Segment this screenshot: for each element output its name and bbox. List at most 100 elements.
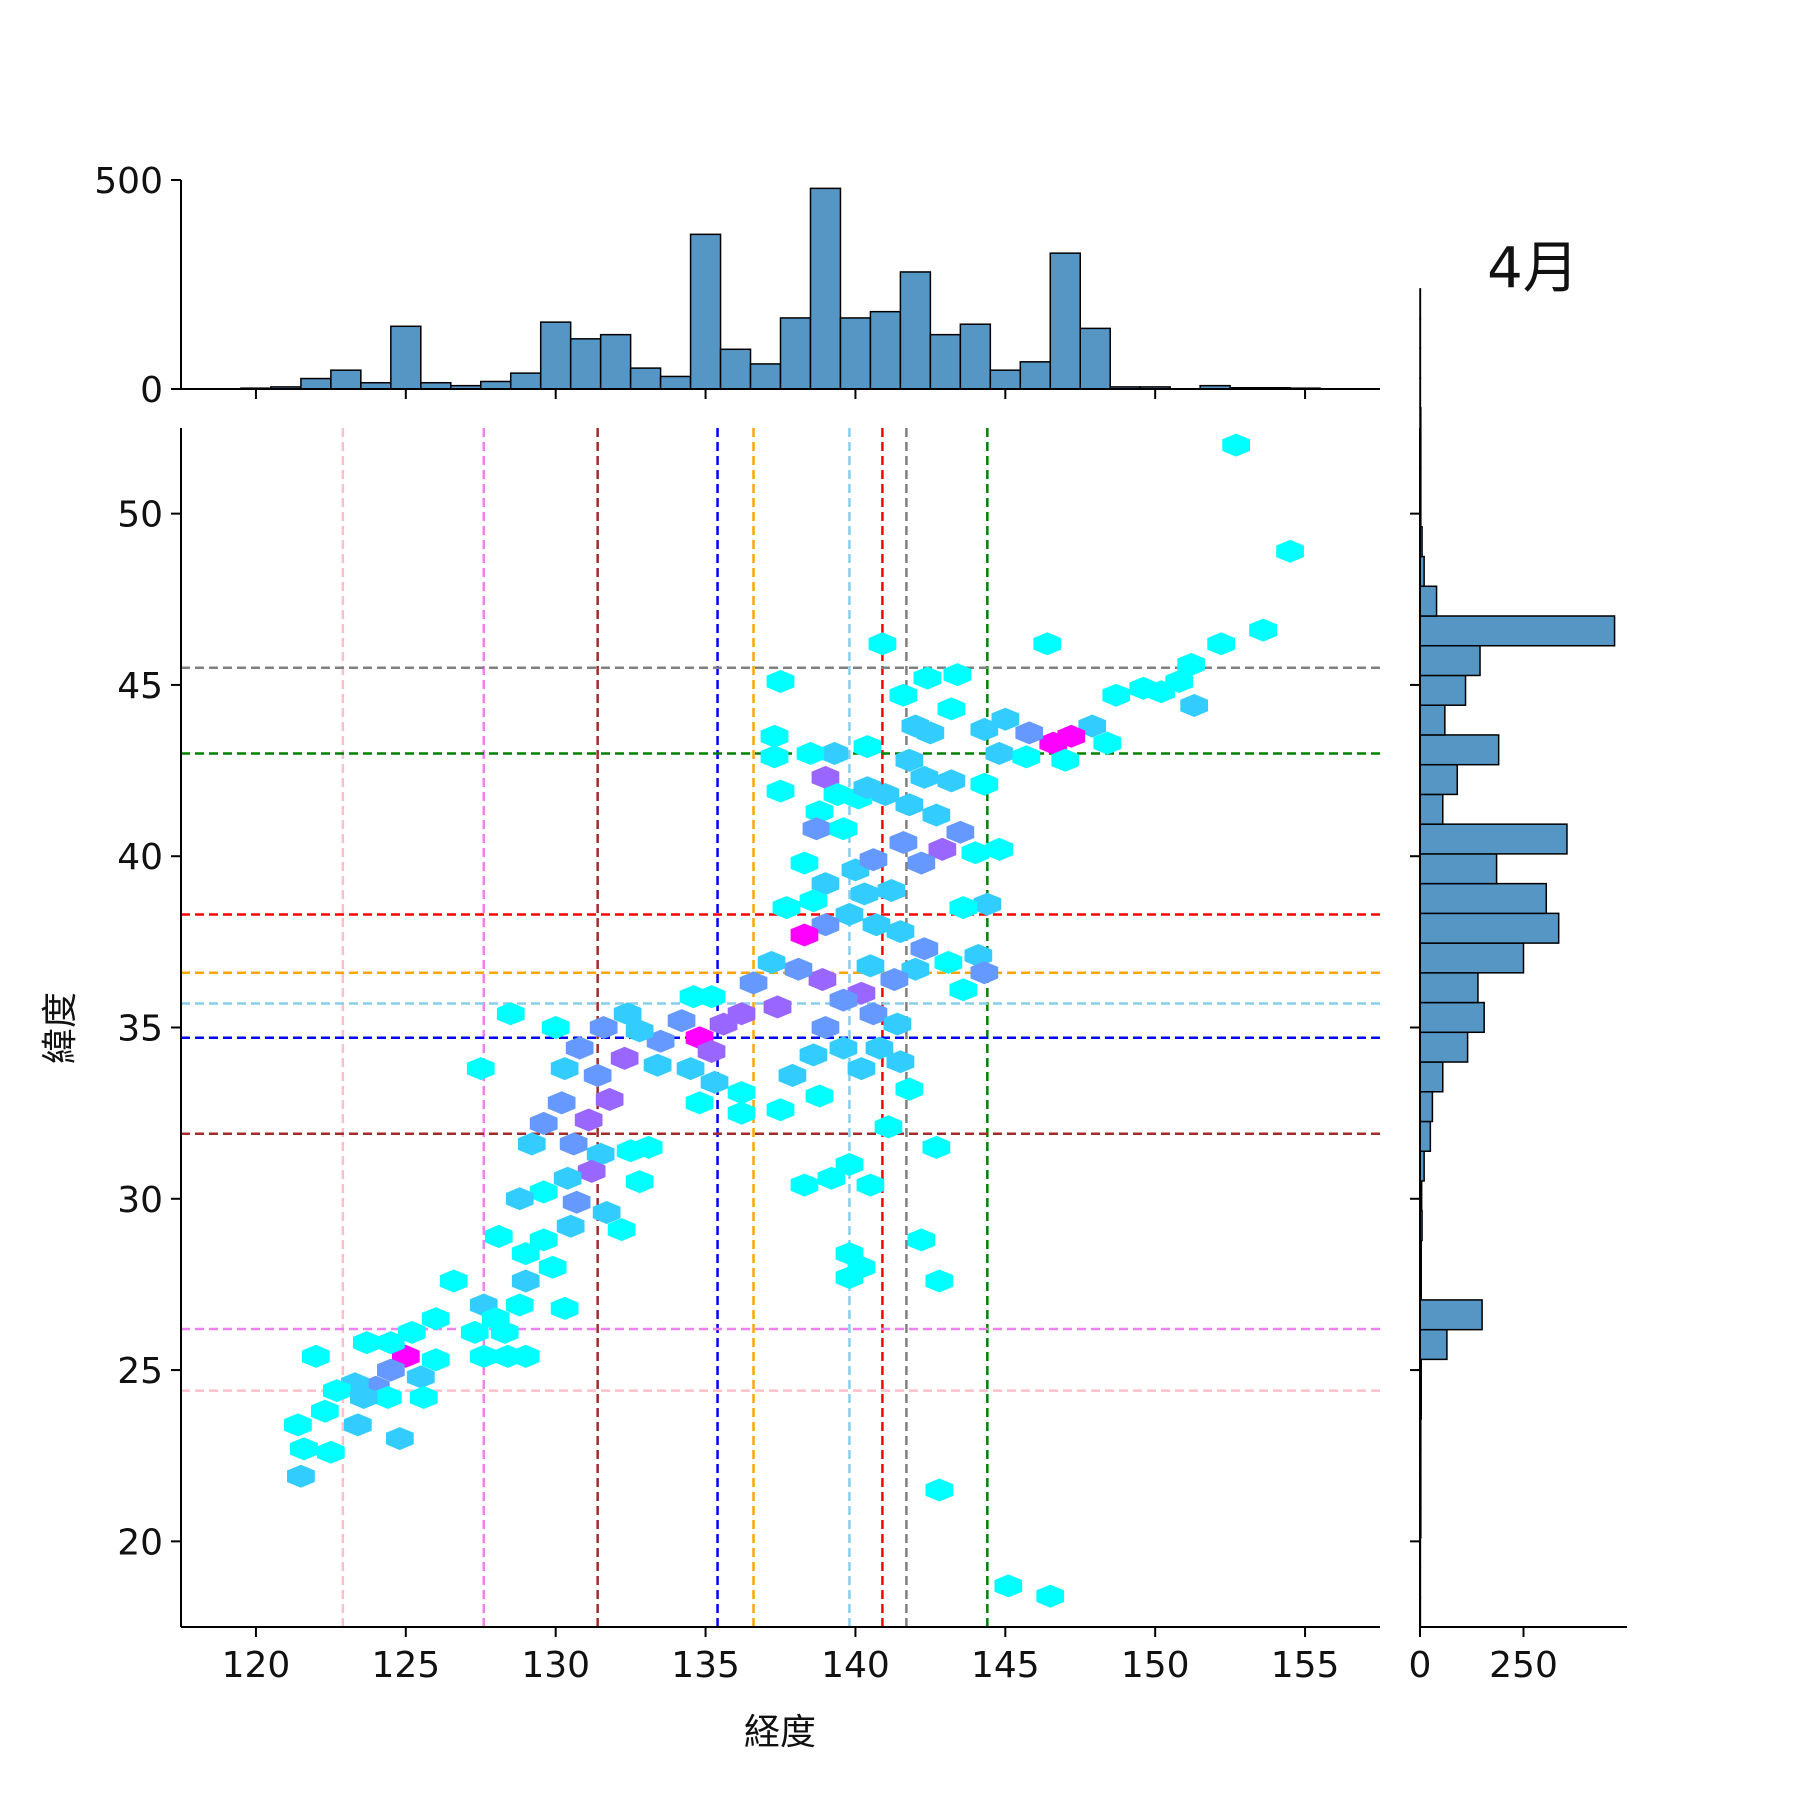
- hexbin-cell: [946, 820, 975, 844]
- hexbin-cell: [287, 1464, 315, 1488]
- hexbin-cell: [925, 1478, 954, 1502]
- hexbin-cell: [925, 1269, 954, 1293]
- hexbin-cell: [547, 1091, 576, 1115]
- top-hist-bar: [659, 375, 692, 390]
- hexbin-cell: [868, 632, 897, 656]
- reference-lines: [181, 428, 1380, 1627]
- right-hist-bar: [1419, 704, 1446, 736]
- top-hist-bar: [569, 338, 602, 390]
- hexbin-cell: [646, 1029, 675, 1053]
- hexbin-cell: [886, 920, 915, 944]
- right-hist-x-tick-label: 250: [1489, 1645, 1558, 1686]
- hexbin-cell: [613, 1002, 642, 1026]
- x-axis-title: 経度: [744, 1712, 816, 1753]
- hexbin-cell: [910, 937, 939, 961]
- hexbin-cell: [829, 1036, 858, 1060]
- top-hist-bar: [989, 369, 1022, 390]
- y-tick-label: 25: [117, 1351, 163, 1392]
- right-hist-bar: [1419, 1001, 1485, 1034]
- top-hist-bar: [719, 348, 752, 390]
- hexbin-cell: [562, 1190, 591, 1214]
- hexbin-cell: [970, 961, 999, 985]
- hexbin-cell: [823, 783, 852, 807]
- top-hist-bar: [959, 323, 992, 390]
- hexbin-cell: [790, 1173, 819, 1197]
- hexbin-cell: [409, 1386, 438, 1409]
- month-annotation: 4月: [1487, 236, 1579, 301]
- hexbin-cell: [625, 1170, 654, 1194]
- hexbin-cell: [937, 697, 966, 721]
- main-y-ticks: 20 25 30 35 40 45 50: [117, 495, 181, 1563]
- hexbin-cell: [811, 913, 840, 937]
- hexbin-cell: [1102, 683, 1131, 707]
- hexbin-cell: [886, 1050, 915, 1074]
- hexbin-cell: [763, 995, 792, 1019]
- top-hist-bar: [1049, 252, 1082, 390]
- hexbin-cell: [901, 957, 930, 981]
- hexbin-cell: [284, 1413, 312, 1437]
- hexbin-cell: [829, 988, 858, 1012]
- hexbin-cell: [889, 683, 918, 707]
- hexbin-cell: [350, 1386, 378, 1409]
- hexbin-cell: [565, 1036, 594, 1060]
- hexbin-cell: [1129, 676, 1158, 700]
- hexbin-cell: [643, 1053, 672, 1077]
- hexbin-cell: [835, 1266, 864, 1290]
- hexbin-cell: [1180, 694, 1208, 717]
- hexbin-cell: [323, 1379, 351, 1403]
- top-hist-bar: [779, 317, 812, 390]
- top-hist-bar: [390, 325, 422, 390]
- hexbin-cell: [877, 879, 906, 902]
- hexbin-cell: [589, 1016, 618, 1039]
- hexbin-cell: [772, 896, 801, 920]
- x-tick-label: 125: [371, 1645, 440, 1686]
- hexbin-cell: [760, 724, 789, 748]
- hexbin-cell: [766, 1098, 795, 1122]
- hexbin-cell: [700, 1070, 729, 1094]
- hexbin-cell: [949, 978, 978, 1002]
- right-hist-x-ticks: 0 250: [1409, 1627, 1558, 1686]
- hexbin-cell: [985, 837, 1014, 861]
- hexbin-cell: [829, 817, 858, 841]
- hexbin-cell: [1177, 652, 1205, 676]
- hexbin-cell: [757, 950, 786, 974]
- hexbin-cell: [529, 1228, 558, 1252]
- hexbin-cell: [802, 817, 831, 841]
- x-tick-label: 155: [1271, 1645, 1340, 1686]
- hexbin-cell: [928, 837, 957, 861]
- hexbin-cell: [386, 1427, 414, 1451]
- right-hist-bar: [1419, 644, 1481, 677]
- hexbin-cell: [961, 841, 990, 865]
- top-hist-bar: [809, 187, 842, 390]
- main-x-ticks: 120 125 130 135 140 145 150 155: [222, 1627, 1340, 1686]
- hexbin-cell: [421, 1307, 450, 1331]
- hexbin-cell: [610, 1046, 639, 1070]
- y-axis-title: 緯度: [40, 992, 81, 1064]
- hexbin-cell: [862, 913, 891, 937]
- hexbin-cell: [943, 663, 972, 687]
- hexbin-cell: [883, 1012, 912, 1036]
- right-hist-y-ticks: [1410, 512, 1420, 1543]
- hexbin-cell: [511, 1344, 540, 1368]
- hexbin-cell: [811, 765, 840, 789]
- hexbin-cell: [595, 1087, 624, 1111]
- right-hist-bar: [1419, 912, 1560, 944]
- top-hist-bar: [480, 380, 512, 390]
- hexbin-cell: [398, 1320, 426, 1344]
- x-tick-label: 140: [821, 1645, 890, 1686]
- hexbin-cell: [505, 1187, 534, 1211]
- hexbin-cell: [865, 1036, 894, 1060]
- hexbin-cell: [1078, 714, 1107, 738]
- y-tick-label: 40: [117, 837, 163, 878]
- hexbin-cell: [895, 793, 924, 817]
- hexbin-cell: [727, 1081, 756, 1105]
- hexbin-cell: [766, 779, 795, 803]
- top-hist-bar: [689, 233, 722, 390]
- hexbin-cell: [667, 1009, 696, 1033]
- hexbin-cell: [1249, 618, 1277, 642]
- right-hist-bar: [1419, 615, 1616, 647]
- hexbin-cell: [529, 1111, 558, 1135]
- y-tick-label: 45: [117, 666, 163, 707]
- right-hist-bar: [1419, 734, 1500, 766]
- top-hist-y-ticks: 0 500: [94, 161, 181, 411]
